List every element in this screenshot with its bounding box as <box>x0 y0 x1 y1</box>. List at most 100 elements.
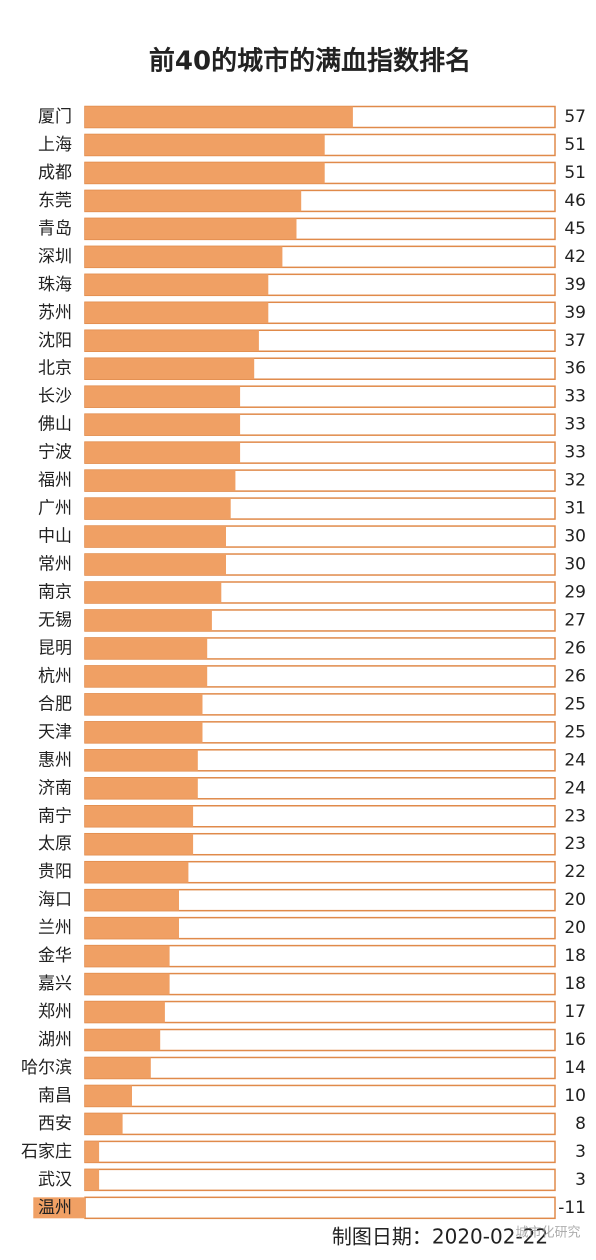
category-label: 常州 <box>38 555 72 575</box>
value-label: 51 <box>564 163 586 183</box>
value-label: 26 <box>564 638 586 658</box>
bar <box>85 498 231 520</box>
category-label: 青岛 <box>38 219 72 239</box>
value-label: 42 <box>564 247 586 267</box>
category-label: 苏州 <box>38 303 72 323</box>
value-label: 45 <box>564 219 586 239</box>
category-label: 南昌 <box>38 1086 72 1106</box>
bar <box>85 330 259 352</box>
bar <box>85 777 198 799</box>
value-label: 18 <box>564 974 586 994</box>
category-label: 无锡 <box>38 610 72 630</box>
category-label: 上海 <box>38 135 72 155</box>
bar-track <box>84 1196 556 1220</box>
category-label: 哈尔滨 <box>21 1058 72 1078</box>
bar <box>85 749 198 771</box>
value-label: 33 <box>564 443 586 463</box>
bar-track <box>84 1140 556 1164</box>
bar <box>85 945 170 967</box>
bar <box>85 274 269 296</box>
value-label: 27 <box>564 610 586 630</box>
watermark: 城市化研究 <box>515 1225 580 1241</box>
bar <box>85 1029 161 1051</box>
bar <box>85 358 255 380</box>
value-label: 23 <box>564 806 586 826</box>
category-label: 长沙 <box>38 387 72 407</box>
bar <box>85 917 179 939</box>
value-label: 24 <box>564 778 586 798</box>
value-label: 30 <box>564 555 586 575</box>
bar-track <box>84 1084 556 1108</box>
bar <box>33 1197 85 1219</box>
category-label: 太原 <box>38 834 72 854</box>
value-label: 18 <box>564 946 586 966</box>
value-label: 36 <box>564 359 586 379</box>
value-label: 51 <box>564 135 586 155</box>
bar <box>85 162 325 184</box>
category-label: 佛山 <box>38 415 72 435</box>
category-label: 郑州 <box>38 1002 72 1022</box>
category-label: 北京 <box>38 359 72 379</box>
category-label: 宁波 <box>38 443 72 463</box>
value-label: 20 <box>564 890 586 910</box>
category-label: 武汉 <box>38 1170 72 1190</box>
category-label: 成都 <box>38 163 72 183</box>
value-label: 32 <box>564 471 586 491</box>
category-label: 东莞 <box>38 191 72 211</box>
category-label: 中山 <box>38 527 72 547</box>
category-label: 石家庄 <box>21 1142 72 1162</box>
value-label: 39 <box>564 275 586 295</box>
value-label: 57 <box>564 107 586 127</box>
category-label: 兰州 <box>38 918 72 938</box>
category-label: 西安 <box>38 1114 72 1134</box>
bar <box>85 106 353 128</box>
value-label: 3 <box>575 1170 586 1190</box>
bar <box>85 581 222 603</box>
category-label: 贵阳 <box>38 862 72 882</box>
bar <box>85 414 241 436</box>
bar <box>85 218 297 240</box>
bar <box>85 246 283 268</box>
category-label: 济南 <box>38 778 72 798</box>
category-label: 湖州 <box>38 1030 72 1050</box>
value-label: 30 <box>564 527 586 547</box>
chart-title: 前40的城市的满血指数排名 <box>149 46 471 77</box>
bar <box>85 386 241 408</box>
bar <box>85 442 241 464</box>
value-label: 33 <box>564 387 586 407</box>
value-label: 8 <box>575 1114 586 1134</box>
bar <box>85 190 302 212</box>
bar <box>85 721 203 743</box>
category-label: 厦门 <box>38 107 72 127</box>
bar <box>85 134 325 156</box>
category-label: 南宁 <box>38 806 72 826</box>
category-label: 金华 <box>38 946 72 966</box>
bar <box>85 470 236 492</box>
value-label: 39 <box>564 303 586 323</box>
category-label: 昆明 <box>38 638 72 658</box>
category-label: 福州 <box>38 471 72 491</box>
value-label: 20 <box>564 918 586 938</box>
bar <box>85 1141 100 1163</box>
value-label: 24 <box>564 750 586 770</box>
bar <box>85 554 226 576</box>
category-label: 深圳 <box>38 247 72 267</box>
value-label: 26 <box>564 666 586 686</box>
bar <box>85 526 226 548</box>
bar <box>85 1113 123 1135</box>
bar <box>85 1085 132 1107</box>
value-label: 25 <box>564 722 586 742</box>
category-label: 合肥 <box>38 694 72 714</box>
category-label: 珠海 <box>38 275 72 295</box>
category-label: 广州 <box>38 499 72 519</box>
bar <box>85 609 212 631</box>
category-label: 海口 <box>38 890 72 910</box>
bar <box>85 1057 151 1079</box>
bar <box>85 665 208 687</box>
category-label: 南京 <box>38 582 72 602</box>
bar-track <box>84 1168 556 1192</box>
value-label: 16 <box>564 1030 586 1050</box>
value-label: 31 <box>564 499 586 519</box>
value-label: 33 <box>564 415 586 435</box>
